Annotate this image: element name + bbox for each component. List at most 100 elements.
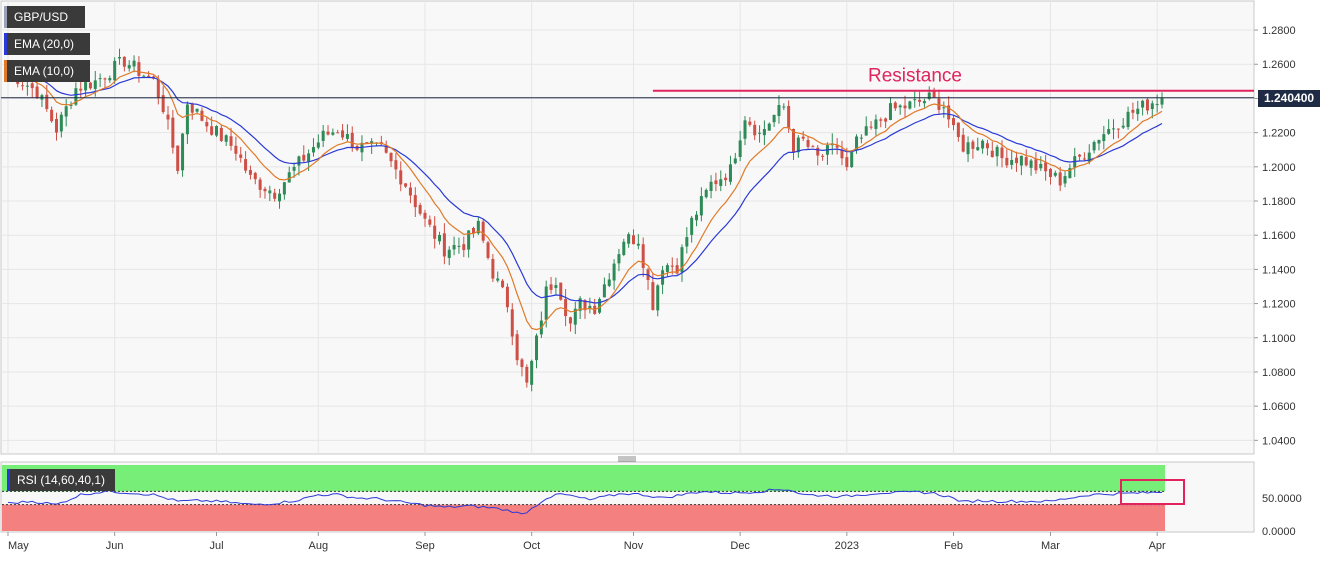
candle [384, 140, 388, 154]
candle [1136, 100, 1140, 121]
candle [995, 144, 999, 167]
candle [69, 101, 73, 110]
candle-body [30, 83, 34, 89]
candle [98, 73, 102, 88]
ema20-legend-swatch [4, 33, 7, 55]
resistance-annotation: Resistance [652, 66, 1254, 92]
candle-body [525, 366, 529, 383]
candle-body [98, 78, 102, 80]
candle-body [598, 298, 602, 313]
candle-body [879, 119, 883, 121]
candle [971, 139, 975, 159]
candle [738, 130, 742, 162]
candle [893, 101, 897, 111]
candle-body [864, 126, 868, 136]
candle [908, 100, 912, 110]
candle-body [103, 78, 107, 80]
rsi-tick-label: 0.0000 [1262, 526, 1296, 538]
candle [311, 138, 315, 157]
candle-body [1053, 172, 1057, 176]
candle-body [1145, 99, 1149, 111]
candle-body [321, 130, 325, 141]
candle [88, 81, 92, 90]
candle-body [675, 265, 679, 274]
candle [457, 237, 461, 254]
candle [942, 101, 946, 118]
candle-body [195, 108, 199, 112]
candle-body [59, 114, 63, 132]
candle [564, 289, 568, 327]
candle-body [176, 145, 180, 171]
candle [404, 183, 408, 188]
candle-body [438, 235, 442, 242]
candle [1082, 152, 1086, 161]
ema20-legend[interactable]: EMA (20,0) [4, 33, 90, 55]
symbol-legend[interactable]: GBP/USD [4, 6, 85, 28]
candle [918, 91, 922, 107]
candle-body [927, 92, 931, 100]
candle-body [738, 140, 742, 157]
candle-body [505, 286, 509, 308]
price-tick-label: 1.0400 [1262, 435, 1296, 447]
candle-body [404, 183, 408, 187]
candle-body [1112, 128, 1116, 130]
candle [961, 128, 965, 153]
candle [476, 217, 480, 235]
candle-body [869, 126, 873, 128]
candle-body [122, 56, 126, 67]
candle-body [971, 141, 975, 149]
candle [622, 238, 626, 257]
candle [758, 125, 762, 143]
candle-body [156, 79, 160, 98]
candle-body [1048, 168, 1052, 177]
candle [467, 230, 471, 258]
candle [142, 74, 146, 77]
rsi-legend[interactable]: RSI (14,60,40,1) [7, 469, 115, 491]
candle [767, 122, 771, 131]
candle-body [573, 308, 577, 325]
candle [171, 109, 175, 154]
resistance-label: Resistance [868, 66, 962, 87]
candle-body [796, 137, 800, 153]
candle [864, 116, 868, 136]
price-tick-label: 1.1200 [1262, 299, 1296, 311]
candle [224, 134, 228, 147]
candle-body [1107, 129, 1111, 134]
rsi-line [7, 488, 1162, 515]
rsi-legend-swatch [7, 469, 10, 491]
candle-body [263, 188, 267, 192]
ema-lines [1, 70, 1254, 331]
candle-body [1010, 159, 1014, 165]
candle-body [583, 300, 587, 311]
candle-body [287, 172, 291, 183]
pane-splitter-handle[interactable] [618, 456, 636, 462]
ema10-legend[interactable]: EMA (10,0) [4, 60, 90, 82]
candle-body [45, 94, 49, 110]
candle-body [922, 101, 926, 104]
candle [326, 125, 330, 136]
candle-body [1121, 125, 1125, 128]
candle-body [884, 118, 888, 122]
candle [365, 142, 369, 144]
candle-body [559, 282, 563, 300]
candle-body [64, 106, 68, 117]
candle-body [816, 147, 820, 156]
candle-body [25, 85, 29, 87]
candle [399, 161, 403, 192]
candle [239, 146, 243, 163]
price-tick-label: 1.2000 [1262, 162, 1296, 174]
candle [501, 279, 505, 289]
candle [695, 211, 699, 227]
candle-body [389, 152, 393, 162]
candle [1131, 102, 1135, 120]
candle [956, 122, 960, 142]
candle-body [331, 132, 335, 135]
candle-body [976, 147, 980, 151]
candle [122, 56, 126, 72]
candle-body [1082, 158, 1086, 160]
candle [389, 152, 393, 168]
candle [821, 154, 825, 161]
candle-body [1136, 108, 1140, 115]
